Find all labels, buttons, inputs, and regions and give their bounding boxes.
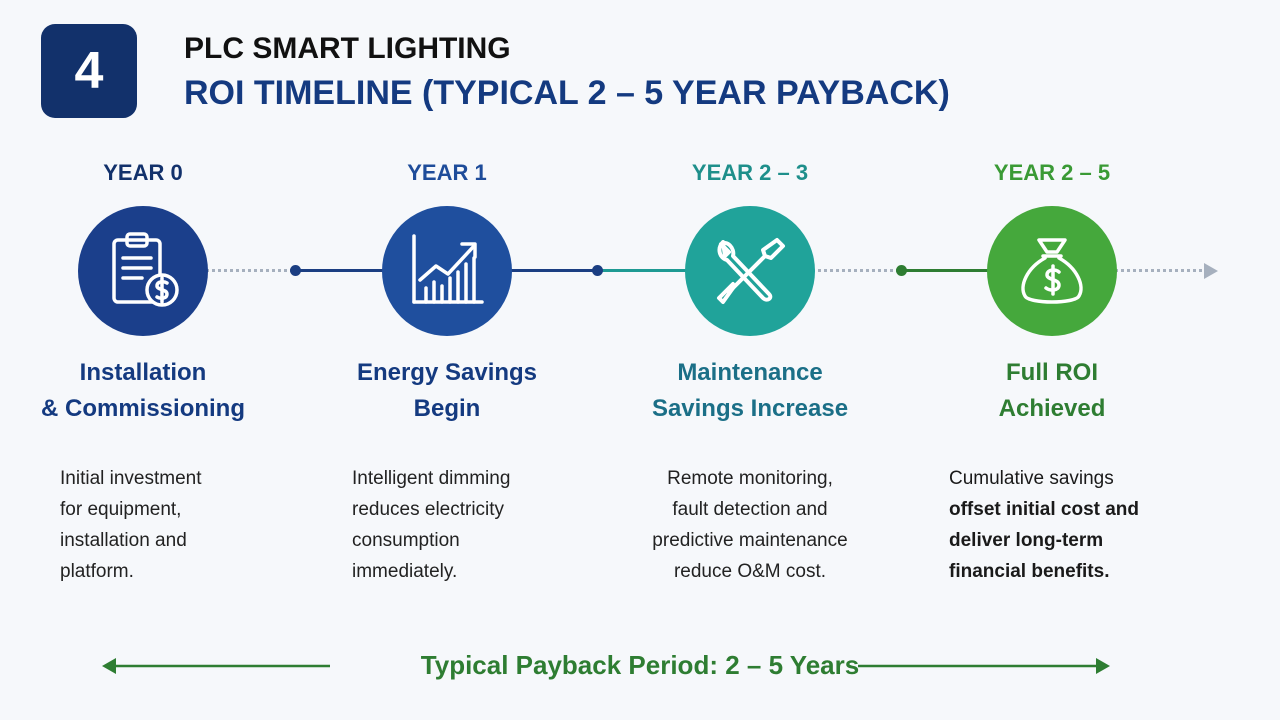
stage-description-line: Initial investment [60,468,202,489]
wrench-screwdriver-icon [717,238,785,304]
stage-heading-line2: & Commissioning [40,395,245,422]
payback-right-arrow-icon [858,658,1110,674]
stage-description-line: predictive maintenance [652,530,848,551]
title-line2: ROI TIMELINE (TYPICAL 2 – 5 YEAR PAYBACK… [184,74,950,112]
timeline-arrowhead-icon [1204,263,1218,279]
stage-description-line: financial benefits. [949,561,1110,582]
stage-year-label: YEAR 2 – 5 [993,160,1111,185]
stage-icon-circle [382,206,512,336]
title-line1: PLC SMART LIGHTING [184,32,511,65]
stage-year-label: YEAR 2 – 3 [691,160,809,185]
stage-icon-circle [78,206,208,336]
stage-description-line: Remote monitoring, [667,468,833,489]
stage-description-line: Cumulative savings [949,468,1114,489]
payback-period-label: Typical Payback Period: 2 – 5 Years [420,650,860,680]
timeline-segment [510,269,598,272]
stage-description-line: deliver long-term [949,530,1104,551]
stage-description-line: installation and [60,530,187,551]
growth-chart-icon [412,234,484,304]
clipboard-dollar-icon [112,232,179,307]
stage-icon-circle [685,206,815,336]
stage-description: Remote monitoring, fault detection and p… [615,463,885,587]
stage-heading-line1: Maintenance [677,359,823,386]
stage-heading-line1: Energy Savings [356,359,538,386]
stage-icon-circle [987,206,1117,336]
stage-description-line: reduces electricity [352,499,505,520]
payback-left-arrow-icon [102,658,330,674]
stage-heading: Maintenance Savings Increase [615,355,885,427]
timeline-dotted-segment [200,269,296,272]
stage-description-line: immediately. [352,561,458,582]
stage-description-line: for equipment, [60,499,182,520]
stage-year-label: YEAR 1 [407,160,487,185]
timeline-node [290,265,301,276]
timeline-dotted-segment [812,269,902,272]
stage-description-line: consumption [352,530,460,551]
stage-heading: Energy Savings Begin [312,355,582,427]
stage-description-line: platform. [60,561,134,582]
timeline-segment [902,269,992,272]
stage-year-label: YEAR 0 [103,160,183,185]
timeline-segment [598,269,690,272]
stage-description-line: reduce O&M cost. [673,561,827,582]
timeline-node [896,265,907,276]
stage-description: Intelligent dimming reduces electricity … [352,463,510,587]
stage-heading: Full ROI Achieved [917,355,1187,427]
stage-heading: Installation & Commissioning [8,355,278,427]
stage-heading-line2: Savings Increase [651,395,849,422]
timeline-node [592,265,603,276]
money-bag-icon [1021,238,1083,304]
stage-heading-line1: Installation [79,359,207,386]
stage-description-line: offset initial cost and [949,499,1140,520]
step-number-badge: 4 [41,24,137,118]
stage-heading-line2: Achieved [998,395,1106,422]
stage-description-line: Intelligent dimming [352,468,511,489]
stage-description: Initial investment for equipment, instal… [60,463,202,587]
timeline-segment [296,269,386,272]
stage-description-line: fault detection and [672,499,828,520]
stage-heading-line2: Begin [413,395,481,422]
stage-description: Cumulative savings offset initial cost a… [949,463,1139,587]
timeline-dotted-segment [1115,269,1205,272]
stage-heading-line1: Full ROI [1006,359,1098,386]
